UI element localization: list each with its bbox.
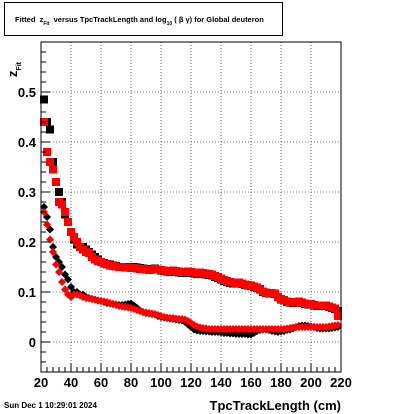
data-point-diamond [40, 203, 48, 211]
x-tick-label: 80 [124, 375, 138, 390]
data-point-square [64, 218, 72, 226]
chart-title-box: Fitted zFit versus TpcTrackLength and lo… [4, 2, 283, 36]
data-markers [40, 95, 342, 339]
x-tick-label: 180 [270, 375, 292, 390]
data-point-square [43, 148, 51, 156]
data-point-diamond [49, 243, 57, 251]
x-tick-label: 100 [150, 375, 172, 390]
data-point-square [40, 95, 48, 104]
x-tick-label: 20 [34, 375, 48, 390]
y-tick-label: 0.1 [18, 285, 36, 300]
x-tick-label: 200 [300, 375, 322, 390]
x-tick-label: 120 [180, 375, 202, 390]
title-var-sub: Fit [43, 21, 50, 27]
y-tick-label: 0.2 [18, 235, 36, 250]
x-tick-label: 140 [210, 375, 232, 390]
data-point-diamond [49, 248, 57, 256]
title-var: z [39, 15, 44, 24]
data-point-square [52, 178, 60, 186]
data-point-square [70, 233, 78, 241]
data-point-square [67, 228, 75, 236]
data-point-diamond [55, 268, 63, 276]
y-tick-label: 0.3 [18, 185, 36, 200]
chart-title: Fitted zFit versus TpcTrackLength and lo… [15, 15, 264, 27]
data-point-square [49, 165, 57, 174]
x-axis-title: TpcTrackLength (cm) [210, 398, 341, 413]
data-point-diamond [64, 275, 72, 284]
y-axis-title-main: z [5, 70, 20, 77]
axis-ticks [40, 51, 342, 373]
title-suffix: ( β γ) for Global deuteron [174, 15, 264, 24]
data-point-diamond [52, 260, 60, 269]
data-point-square [55, 188, 63, 196]
y-axis-title: zFit [5, 61, 23, 77]
data-point-square [61, 208, 69, 216]
footer-timestamp: Sun Dec 1 10:29:01 2024 [4, 401, 97, 410]
y-axis-title-sub: Fit [16, 61, 23, 70]
title-prefix: Fitted [15, 15, 36, 24]
data-point-square [46, 125, 54, 134]
title-log-sub: 10 [166, 21, 173, 27]
y-tick-label: 0.4 [18, 135, 37, 150]
data-point-square [58, 200, 66, 209]
x-tick-label: 220 [330, 375, 352, 390]
data-point-diamond [58, 278, 66, 286]
tick-labels: 20 40 60 80 100 120 140 160 180 200 220 0 0.1 0.2 0.3 0… [18, 85, 352, 390]
title-middle: versus TpcTrackLength and log [53, 15, 167, 24]
y-tick-label: 0 [29, 335, 36, 350]
x-tick-label: 60 [94, 375, 108, 390]
data-point-diamond [334, 321, 342, 329]
data-point-square [73, 238, 81, 246]
x-tick-label: 40 [64, 375, 78, 390]
data-point-square [331, 304, 339, 313]
x-tick-label: 160 [240, 375, 262, 390]
data-point-square [46, 158, 54, 166]
series-2 [40, 118, 342, 320]
data-point-square [334, 312, 342, 320]
y-tick-label: 0.5 [18, 85, 36, 100]
